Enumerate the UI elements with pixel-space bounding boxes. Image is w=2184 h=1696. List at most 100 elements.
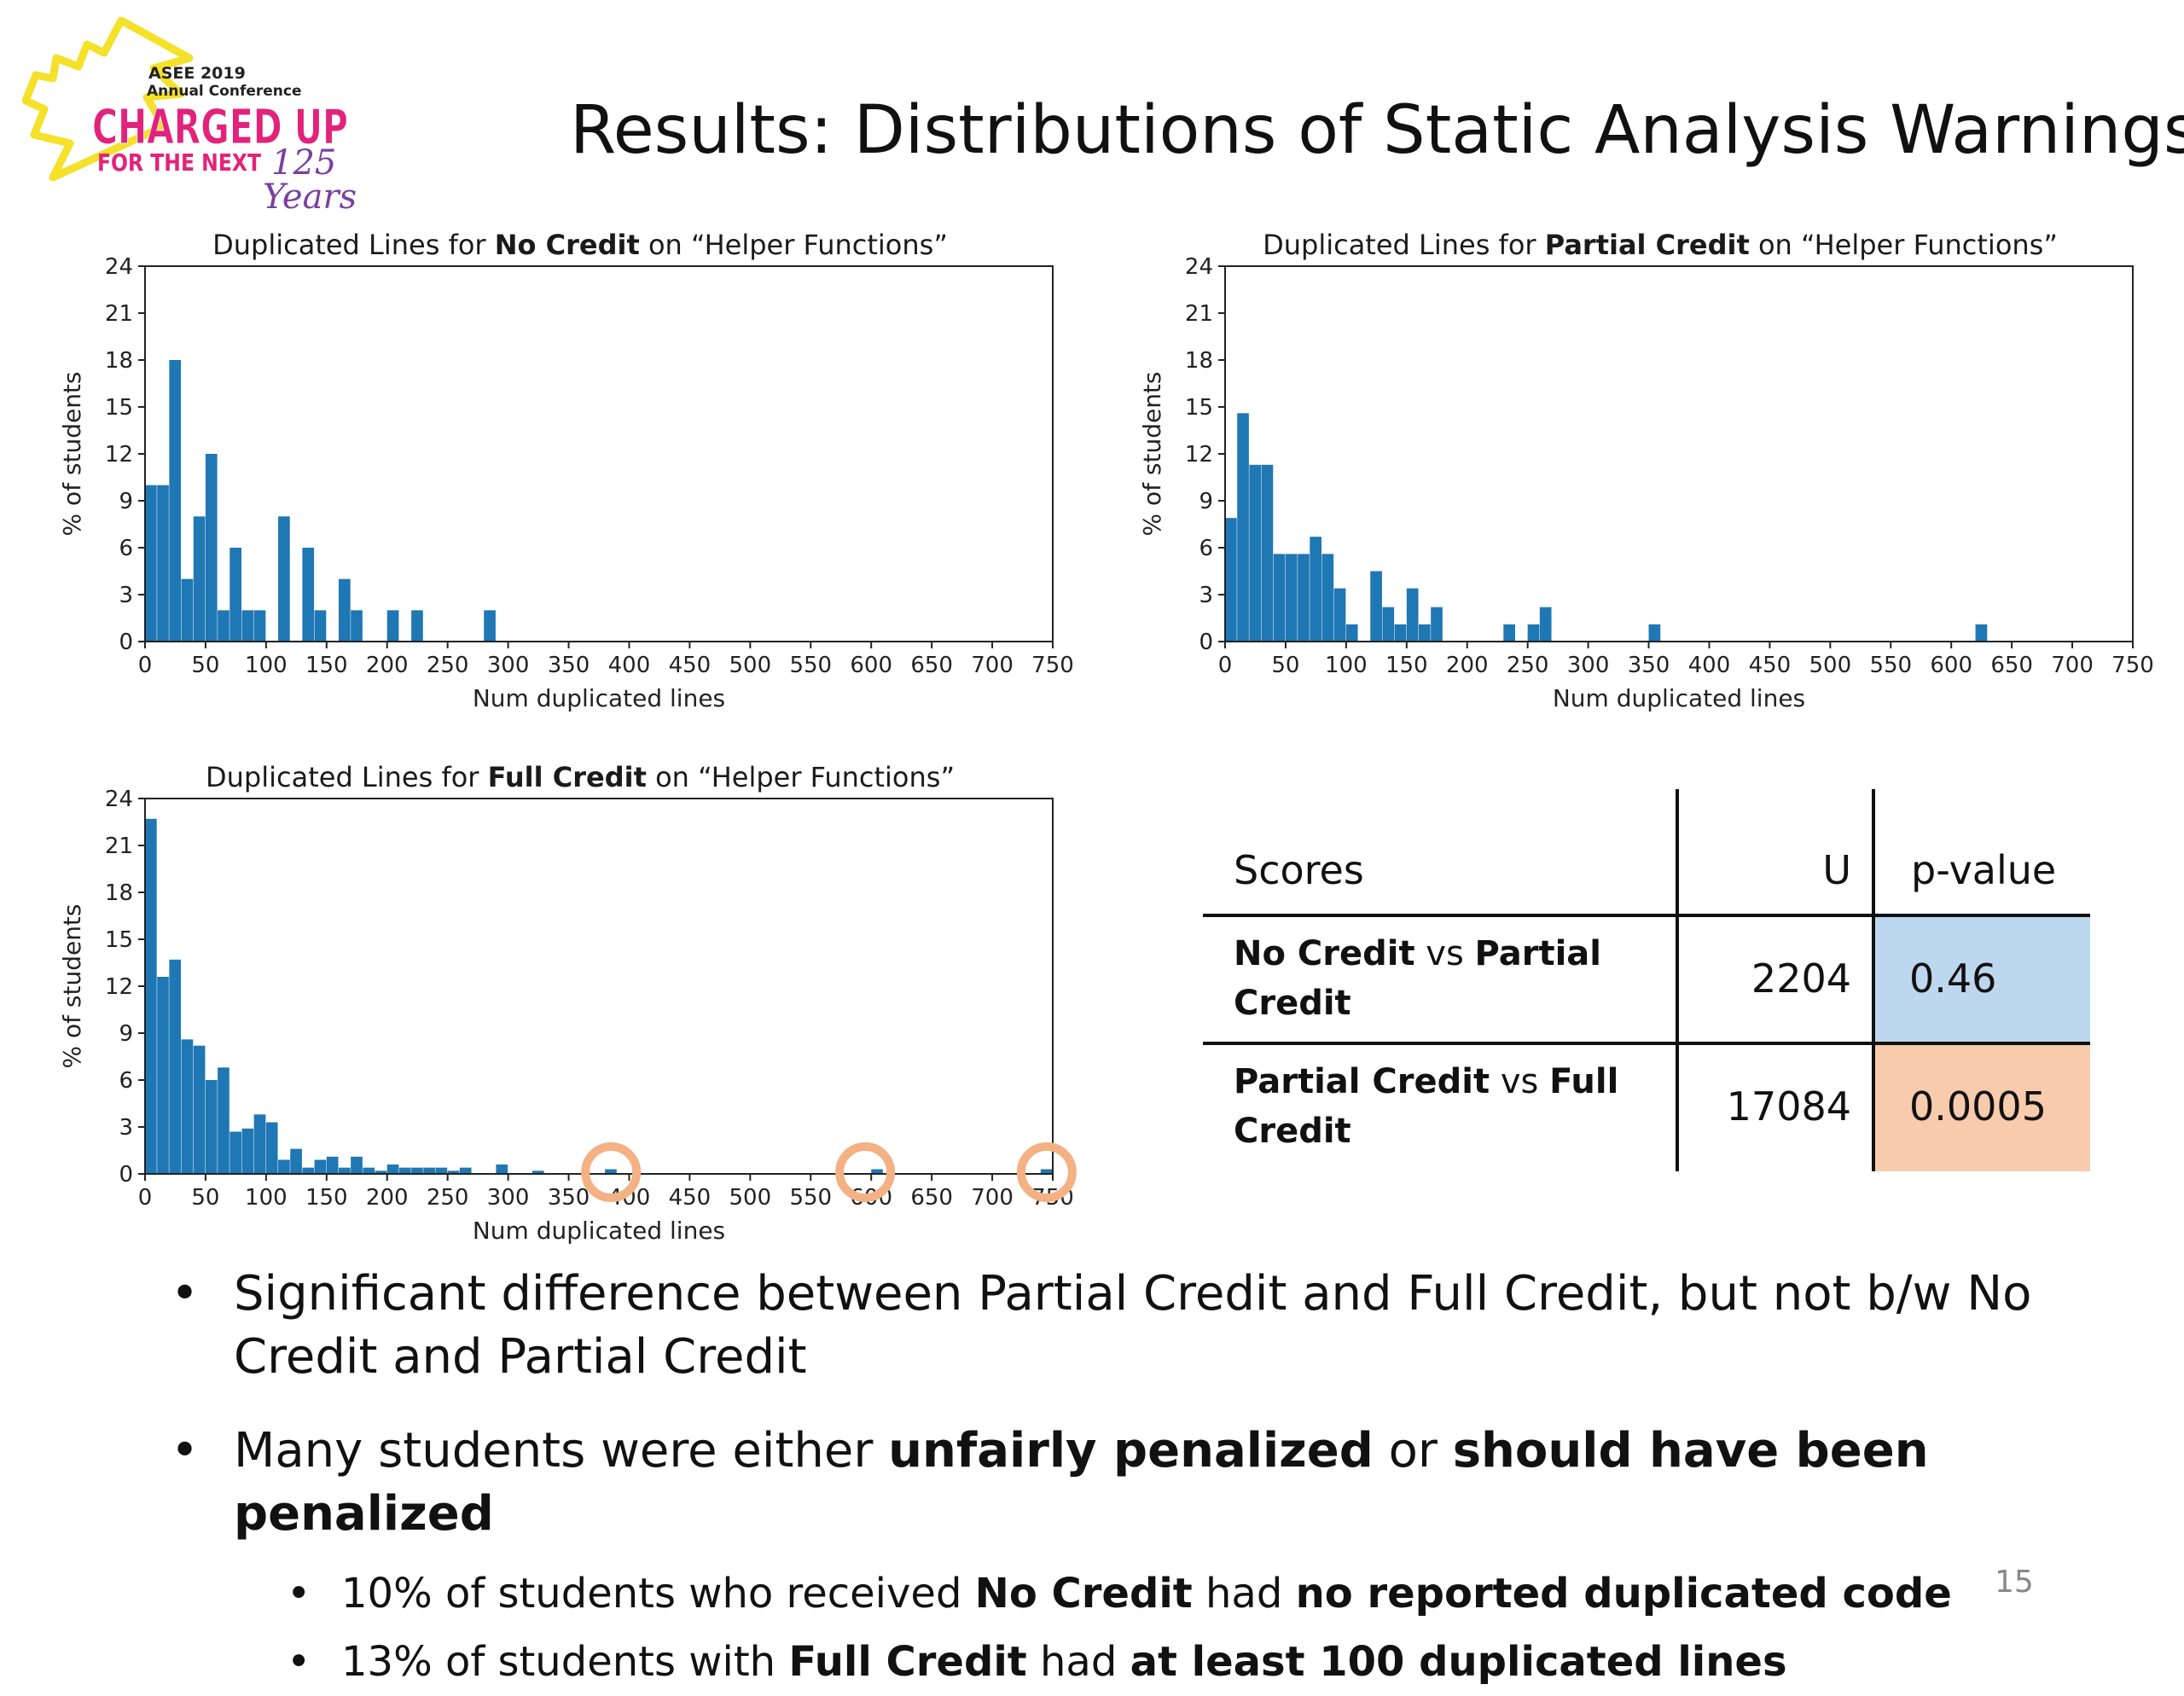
x-tick-label: 450 <box>669 653 712 678</box>
x-tick-label: 600 <box>1930 653 1972 678</box>
logo-line2: Annual Conference <box>147 83 302 100</box>
histogram-bar <box>278 516 290 642</box>
histogram-bar <box>145 818 157 1174</box>
header-p-value: p-value <box>1911 847 2057 893</box>
y-tick-label: 21 <box>105 301 133 327</box>
histogram-bar <box>253 610 266 642</box>
subbullet-full-credit: • 13% of students with Full Credit had at… <box>287 1638 1787 1686</box>
row2-p-cell-bg <box>1873 1043 2090 1171</box>
histogram-bar <box>278 1159 290 1174</box>
histogram-bar <box>1225 518 1237 642</box>
x-tick-label: 200 <box>366 1185 409 1211</box>
x-tick-label: 350 <box>548 1185 590 1211</box>
x-axis-label: Num duplicated lines <box>473 1217 725 1245</box>
x-tick-label: 200 <box>366 653 409 678</box>
row2-u: 17084 <box>1726 1083 1851 1130</box>
logo-line6: Years <box>263 177 357 217</box>
histogram-bar <box>1370 571 1382 642</box>
x-tick-label: 300 <box>487 1185 530 1211</box>
x-tick-label: 150 <box>1385 653 1428 678</box>
x-tick-label: 550 <box>1869 653 1912 678</box>
x-tick-label: 500 <box>729 1185 772 1211</box>
histogram-bar <box>1298 554 1310 642</box>
y-axis-label: % of students <box>58 903 86 1068</box>
y-tick-label: 18 <box>105 880 133 906</box>
histogram-bar <box>1382 607 1395 642</box>
histogram-bar <box>302 1167 315 1174</box>
x-tick-label: 150 <box>305 1185 348 1211</box>
histogram-bar <box>338 578 351 642</box>
y-axis-label: % of students <box>1138 371 1166 536</box>
outlier-highlight-circle <box>835 1142 896 1202</box>
histogram-bar <box>375 1170 387 1174</box>
x-tick-label: 0 <box>138 1185 153 1211</box>
histogram-bar <box>1394 624 1407 642</box>
page-number: 15 <box>1995 1565 2034 1600</box>
histogram-bar <box>363 1167 375 1174</box>
x-axis-label: Num duplicated lines <box>1553 684 1805 712</box>
slide-title: Results: Distributions of Static Analysi… <box>570 92 2184 169</box>
y-tick-label: 12 <box>1185 442 1213 468</box>
x-tick-label: 700 <box>971 1185 1014 1211</box>
x-tick-label: 100 <box>245 1185 288 1211</box>
histogram-bar <box>423 1167 435 1174</box>
histogram-bar <box>169 959 182 1174</box>
y-tick-label: 24 <box>105 254 133 280</box>
y-tick-label: 18 <box>105 348 133 374</box>
chart-plot: 0 3 6 9 12 15 18 21 24 0 50 100 150 200 250 300 350 400 45… <box>1138 254 2154 712</box>
histogram-bar <box>326 1156 339 1174</box>
histogram-bar <box>1975 624 1988 642</box>
x-tick-label: 50 <box>191 653 219 678</box>
histogram-bar <box>1527 624 1540 642</box>
histogram-bar <box>496 1165 508 1174</box>
table-vline-2 <box>1872 789 1875 1171</box>
histogram-bar <box>1261 464 1274 642</box>
chart-partial-credit: Duplicated Lines for Partial Credit on “… <box>1131 224 2172 727</box>
y-tick-label: 0 <box>119 630 133 655</box>
histogram-bar <box>1249 464 1262 642</box>
histogram-bar <box>193 516 206 642</box>
histogram-bar <box>290 1148 302 1174</box>
histogram-bar <box>351 610 363 642</box>
histogram-bar <box>181 578 194 642</box>
histogram-bar <box>459 1167 472 1174</box>
x-tick-label: 750 <box>1031 653 1074 678</box>
histogram-bar <box>218 1067 229 1174</box>
histogram-bar <box>1539 607 1552 642</box>
x-tick-label: 100 <box>1325 653 1368 678</box>
histogram-bar <box>241 610 254 642</box>
x-tick-label: 500 <box>1809 653 1852 678</box>
y-tick-label: 9 <box>1199 489 1213 514</box>
x-tick-label: 0 <box>1218 653 1233 678</box>
histogram-bar <box>193 1045 206 1174</box>
histogram-bar <box>1333 588 1346 642</box>
y-tick-label: 9 <box>119 489 133 514</box>
x-tick-label: 450 <box>1749 653 1792 678</box>
histogram-bar <box>205 1080 218 1174</box>
y-tick-label: 6 <box>119 536 133 561</box>
x-tick-label: 500 <box>729 653 772 678</box>
histogram-bar <box>157 485 169 642</box>
x-tick-label: 400 <box>1688 653 1731 678</box>
x-tick-label: 700 <box>2051 653 2094 678</box>
y-tick-label: 0 <box>119 1162 133 1188</box>
histogram-bar <box>229 1131 241 1174</box>
outlier-highlight-circle <box>581 1142 642 1202</box>
histogram-bar <box>338 1167 351 1174</box>
y-tick-label: 15 <box>105 927 133 953</box>
y-tick-label: 24 <box>105 787 133 812</box>
chart-plot: 0 3 6 9 12 15 18 21 24 0 50 100 150 200 250 300 350 400 45… <box>58 254 1074 712</box>
y-tick-label: 3 <box>1199 583 1213 608</box>
x-tick-label: 650 <box>910 653 953 678</box>
chart-title: Duplicated Lines for Full Credit on “Hel… <box>205 761 956 793</box>
y-tick-label: 21 <box>105 833 133 859</box>
chart-no-credit: Duplicated Lines for No Credit on “Helpe… <box>51 224 1092 727</box>
histogram-bar <box>181 1039 194 1174</box>
histogram-bar <box>1273 554 1286 642</box>
header-u: U <box>1822 847 1851 893</box>
histogram-bar <box>386 610 399 642</box>
findings-bullets: • Significant difference between Partial … <box>171 1263 2090 1696</box>
row1-p-cell-bg <box>1873 915 2090 1043</box>
histogram-bar <box>484 610 496 642</box>
chart-title: Duplicated Lines for Partial Credit on “… <box>1263 229 2058 261</box>
